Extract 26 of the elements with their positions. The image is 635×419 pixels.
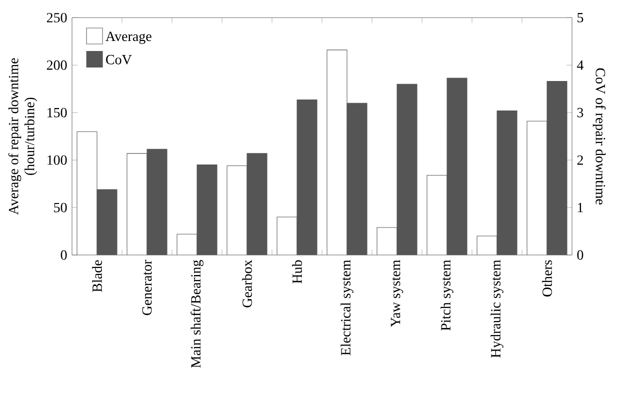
y2-tick-label: 1 <box>578 202 583 212</box>
y-tick-label: 250 <box>46 12 67 22</box>
y2-tick-label: 2 <box>577 155 583 165</box>
x-tick-label: Generator <box>142 260 152 316</box>
y-tick-label: 100 <box>48 155 67 165</box>
x-tick-label: Others <box>542 260 552 296</box>
x-tick-label: Blade <box>92 260 102 292</box>
x-tick-label: Pitch system <box>440 260 454 330</box>
y-axis-title: Average of repair downtime (hour/turbine) <box>8 58 38 215</box>
x-tick-label: Yaw system <box>390 260 404 327</box>
x-tick-label: Hub <box>292 260 302 284</box>
legend-label: Average <box>106 32 152 44</box>
y-tick-label: 0 <box>60 250 67 260</box>
y2-tick-label: 5 <box>578 13 584 22</box>
x-tick-label: Gearbox <box>242 260 252 308</box>
legend-label: CoV <box>106 54 132 64</box>
y-tick-label: 50 <box>54 202 67 212</box>
x-tick-label: Main shaft/Bearing <box>190 260 204 368</box>
x-tick-label: Electrical system <box>340 260 354 356</box>
y2-axis-title: CoV of repair downtime <box>592 68 606 204</box>
y2-tick-label: 4 <box>576 60 584 70</box>
x-tick-label: Hydraulic system <box>490 260 504 358</box>
y2-tick-label: 3 <box>577 108 584 118</box>
y-tick-label: 200 <box>46 60 67 70</box>
y-tick-label: 150 <box>48 108 67 118</box>
y2-tick-label: 0 <box>577 250 584 260</box>
